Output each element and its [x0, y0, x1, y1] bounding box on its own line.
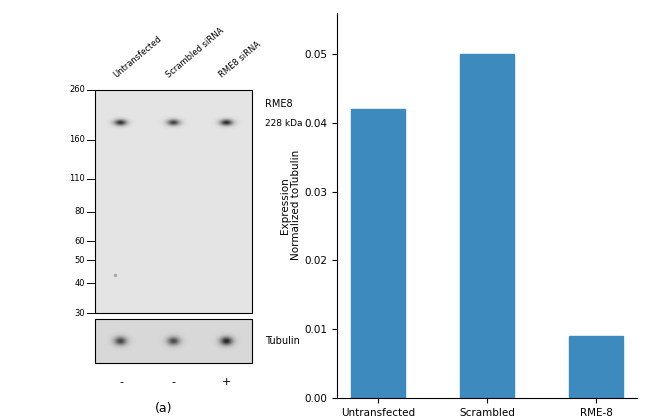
Bar — [569, 336, 623, 398]
Bar — [350, 109, 405, 398]
Text: 260: 260 — [70, 85, 85, 94]
Text: RME8: RME8 — [265, 99, 292, 109]
Text: 228 kDa: 228 kDa — [265, 119, 302, 128]
Bar — [95, 319, 252, 363]
Bar — [95, 90, 252, 313]
Text: 50: 50 — [75, 256, 85, 265]
Text: 60: 60 — [75, 237, 85, 246]
Text: (a): (a) — [155, 402, 173, 415]
Text: 30: 30 — [75, 309, 85, 318]
Text: Tubulin: Tubulin — [265, 336, 300, 346]
Text: +: + — [221, 377, 231, 387]
Text: RME8 siRNA: RME8 siRNA — [217, 40, 262, 80]
Text: Scrambled siRNA: Scrambled siRNA — [164, 27, 226, 80]
Text: 40: 40 — [75, 279, 85, 288]
Text: 110: 110 — [70, 174, 85, 183]
Text: -: - — [119, 377, 123, 387]
Y-axis label: Expression
Normalized toTubulin: Expression Normalized toTubulin — [280, 150, 302, 261]
Bar — [460, 54, 514, 398]
Text: 160: 160 — [70, 135, 85, 145]
Text: -: - — [172, 377, 176, 387]
Text: 80: 80 — [75, 207, 85, 216]
Text: Untransfected: Untransfected — [112, 35, 164, 80]
